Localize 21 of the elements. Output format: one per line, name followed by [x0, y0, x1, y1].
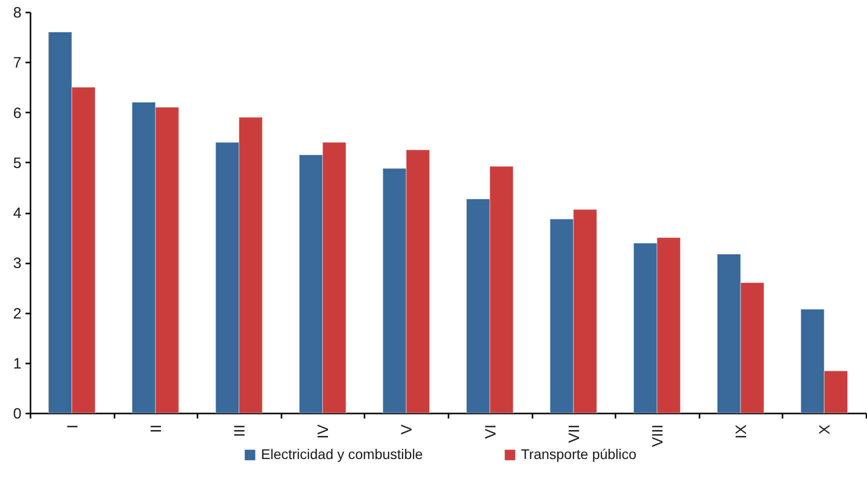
y-tick-label: 1: [13, 355, 22, 372]
x-tick-label: VII: [566, 424, 583, 443]
x-tick-label: VIII: [650, 424, 666, 448]
y-tick-label: 8: [13, 4, 22, 22]
y-tick-label: 5: [13, 154, 22, 172]
y-tick-label: 6: [13, 104, 22, 122]
x-tick-label: V: [398, 424, 416, 435]
y-tick-label: 2: [13, 305, 22, 322]
x-tick-label: IV: [315, 424, 332, 439]
legend-label: Electricidad y combustible: [261, 446, 424, 462]
y-tick-label: 7: [13, 54, 22, 72]
x-tick-label: I: [64, 424, 82, 429]
x-tick-label: VI: [482, 424, 500, 439]
y-tick-label: 3: [13, 255, 22, 272]
x-tick-label: IX: [733, 424, 750, 439]
y-tick-label: 0: [13, 406, 22, 422]
y-tick-label: 4: [13, 205, 22, 222]
x-tick-label: X: [816, 424, 834, 435]
x-tick-label: III: [232, 424, 248, 438]
x-tick-label: II: [148, 424, 165, 433]
legend-label: Transporte público: [521, 446, 637, 462]
